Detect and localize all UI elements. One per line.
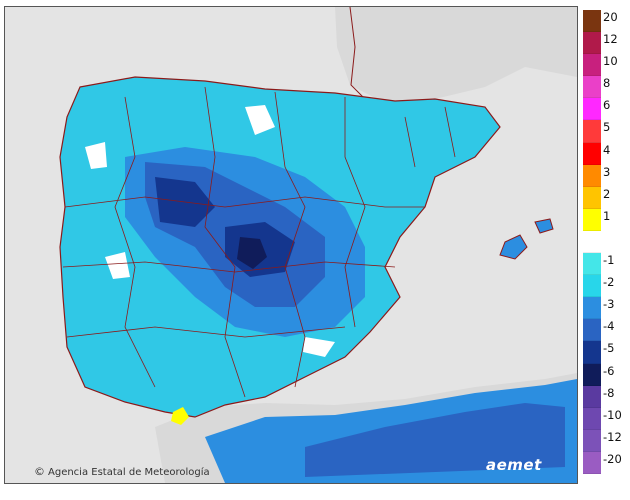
legend-swatch <box>583 275 601 298</box>
legend-label: -8 <box>603 385 615 400</box>
anomaly-zone-extreme <box>237 237 267 269</box>
legend-swatch <box>583 208 601 231</box>
legend-swatch <box>583 451 601 474</box>
legend-label: -5 <box>603 341 615 356</box>
legend-label: 6 <box>603 98 611 113</box>
legend-label: 2 <box>603 186 611 201</box>
color-legend <box>583 10 601 474</box>
legend-label: 3 <box>603 164 611 179</box>
legend-label: 4 <box>603 142 611 157</box>
africa-anomaly-strong <box>305 403 565 477</box>
balearic-islands <box>499 218 554 260</box>
legend-label: -10 <box>603 407 622 422</box>
legend-swatch <box>583 186 601 209</box>
province-borders <box>62 86 456 398</box>
legend-label: 5 <box>603 120 611 135</box>
map-area[interactable] <box>4 6 578 484</box>
legend-swatch <box>583 142 601 165</box>
coast-france <box>349 7 366 100</box>
legend-swatch <box>583 54 601 77</box>
legend-swatch <box>583 297 601 320</box>
legend-swatch <box>583 385 601 408</box>
legend-label: -1 <box>603 253 615 268</box>
legend-swatch <box>583 407 601 430</box>
gibraltar-highlight <box>171 407 189 425</box>
legend-swatch <box>583 253 601 276</box>
credit-text: © Agencia Estatal de Meteorología <box>34 465 210 478</box>
legend-label: 1 <box>603 208 611 223</box>
legend-swatch <box>583 76 601 99</box>
aemet-logo: aemet <box>486 456 542 474</box>
legend-label: -4 <box>603 319 615 334</box>
precipitation-anomaly-map <box>59 7 577 483</box>
legend-label: 20 <box>603 10 618 24</box>
legend-label: -2 <box>603 275 615 290</box>
legend-swatch <box>583 363 601 386</box>
legend-label: -3 <box>603 297 615 312</box>
legend-label: -6 <box>603 363 615 378</box>
legend-swatch <box>583 319 601 342</box>
legend-swatch <box>583 230 601 254</box>
legend-label: -20 <box>603 451 622 466</box>
legend-label: 10 <box>603 54 618 69</box>
legend-swatch <box>583 341 601 364</box>
legend-swatch <box>583 32 601 55</box>
legend-swatch <box>583 10 601 33</box>
legend-swatch <box>583 120 601 143</box>
france-landmass <box>335 7 577 103</box>
iberia-coastline <box>59 76 501 418</box>
legend-swatch <box>583 429 601 452</box>
legend-swatch <box>583 164 601 187</box>
legend-label: 12 <box>603 32 618 47</box>
legend-label: -12 <box>603 429 622 444</box>
legend-label: 8 <box>603 76 611 91</box>
legend-swatch <box>583 98 601 121</box>
